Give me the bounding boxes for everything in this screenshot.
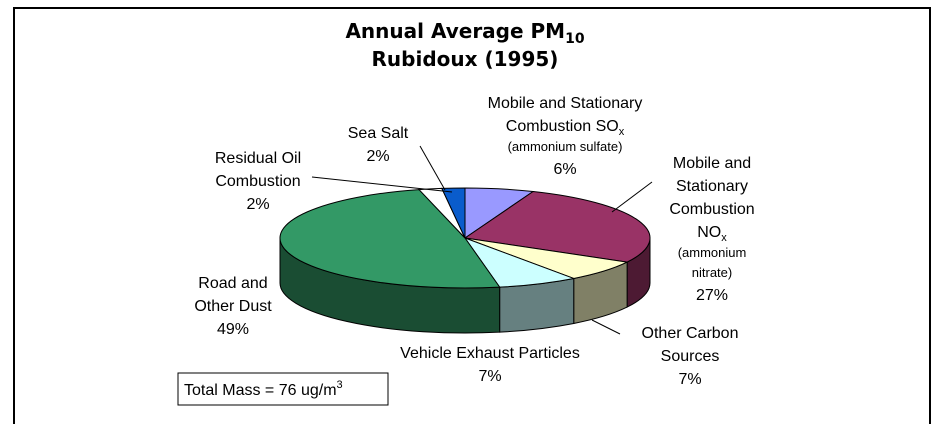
frame — [13, 7, 931, 424]
slice-label: Stationary — [676, 178, 748, 195]
slice-label: Residual Oil — [215, 150, 301, 167]
slice-label-line: Combustion — [215, 173, 300, 190]
slice-label-line: Other Dust — [194, 298, 272, 315]
slice-value-label: 7% — [678, 371, 701, 388]
leader-line — [311, 176, 453, 193]
slice-label: Mobile and Stationary — [488, 95, 643, 112]
pie-slice — [279, 189, 501, 289]
chart-title: Annual Average PM10 — [345, 19, 584, 47]
slice-label: Sources — [661, 348, 720, 365]
slice-label-line: Mobile and — [673, 155, 751, 172]
slice-label: Sea Salt — [348, 125, 409, 142]
slice-label-line: NO — [697, 224, 721, 241]
slice-label: Combustion — [215, 173, 300, 190]
slice-label-line: Residual Oil — [215, 150, 301, 167]
slice-label-line: Sea Salt — [348, 125, 409, 142]
slice-value-label: 7% — [478, 368, 501, 385]
slice-label-subscript: x — [619, 126, 625, 138]
slice-label-note: nitrate) — [692, 265, 732, 280]
slice-label-note: (ammonium sulfate) — [508, 139, 623, 154]
annotation-superscript: 3 — [337, 379, 343, 391]
slice-label: Other Dust — [194, 298, 272, 315]
slice-label-line: Road and — [198, 275, 267, 292]
slice-value-label: 2% — [366, 148, 389, 165]
slice-label-line: Combustion — [669, 201, 754, 218]
slice-label: Combustion — [669, 201, 754, 218]
slice-label: Road and — [198, 275, 267, 292]
leader-line — [419, 145, 446, 191]
leader-line — [591, 319, 621, 335]
slice-label-line: Other Carbon — [642, 325, 739, 342]
slice-label-subscript: x — [721, 232, 727, 244]
slice-label-note: (ammonium — [678, 245, 747, 260]
slice-label-line: Sources — [661, 348, 720, 365]
slice-value-label: 49% — [217, 321, 249, 338]
slice-label-line: Vehicle Exhaust Particles — [400, 345, 580, 362]
pie-slice — [441, 187, 466, 239]
slice-label-line: Mobile and Stationary — [488, 95, 643, 112]
slice-label-line: Stationary — [676, 178, 748, 195]
annotation-box — [177, 372, 389, 406]
annotation: Total Mass = 76 ug/m3 — [184, 379, 343, 399]
slice-label: Vehicle Exhaust Particles — [400, 345, 580, 362]
chart-title-subscript: 10 — [565, 31, 585, 47]
chart-title-line: Annual Average PM — [345, 19, 565, 43]
slice-value-label: 27% — [696, 287, 728, 304]
annotation-text: Total Mass = 76 ug/m — [184, 382, 337, 399]
slice-label: NOx — [697, 224, 727, 244]
slice-value-label: 6% — [553, 161, 576, 178]
slice-label: Other Carbon — [642, 325, 739, 342]
slice-label-line: Combustion SO — [506, 118, 619, 135]
leader-line — [611, 181, 653, 213]
slice-label: Mobile and — [673, 155, 751, 172]
slice-label: Combustion SOx — [506, 118, 625, 138]
chart-title: Rubidoux (1995) — [372, 47, 559, 71]
slice-value-label: 2% — [246, 196, 269, 213]
